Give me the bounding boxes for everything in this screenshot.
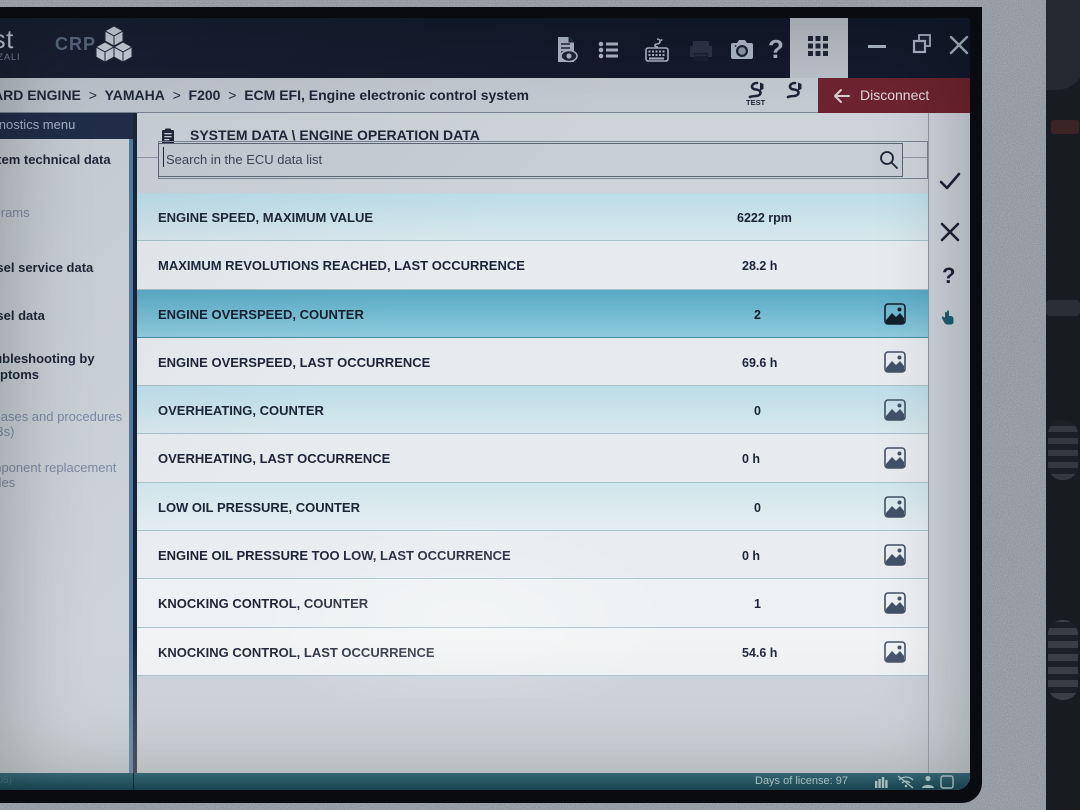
svg-text:TEST: TEST [746, 98, 766, 107]
